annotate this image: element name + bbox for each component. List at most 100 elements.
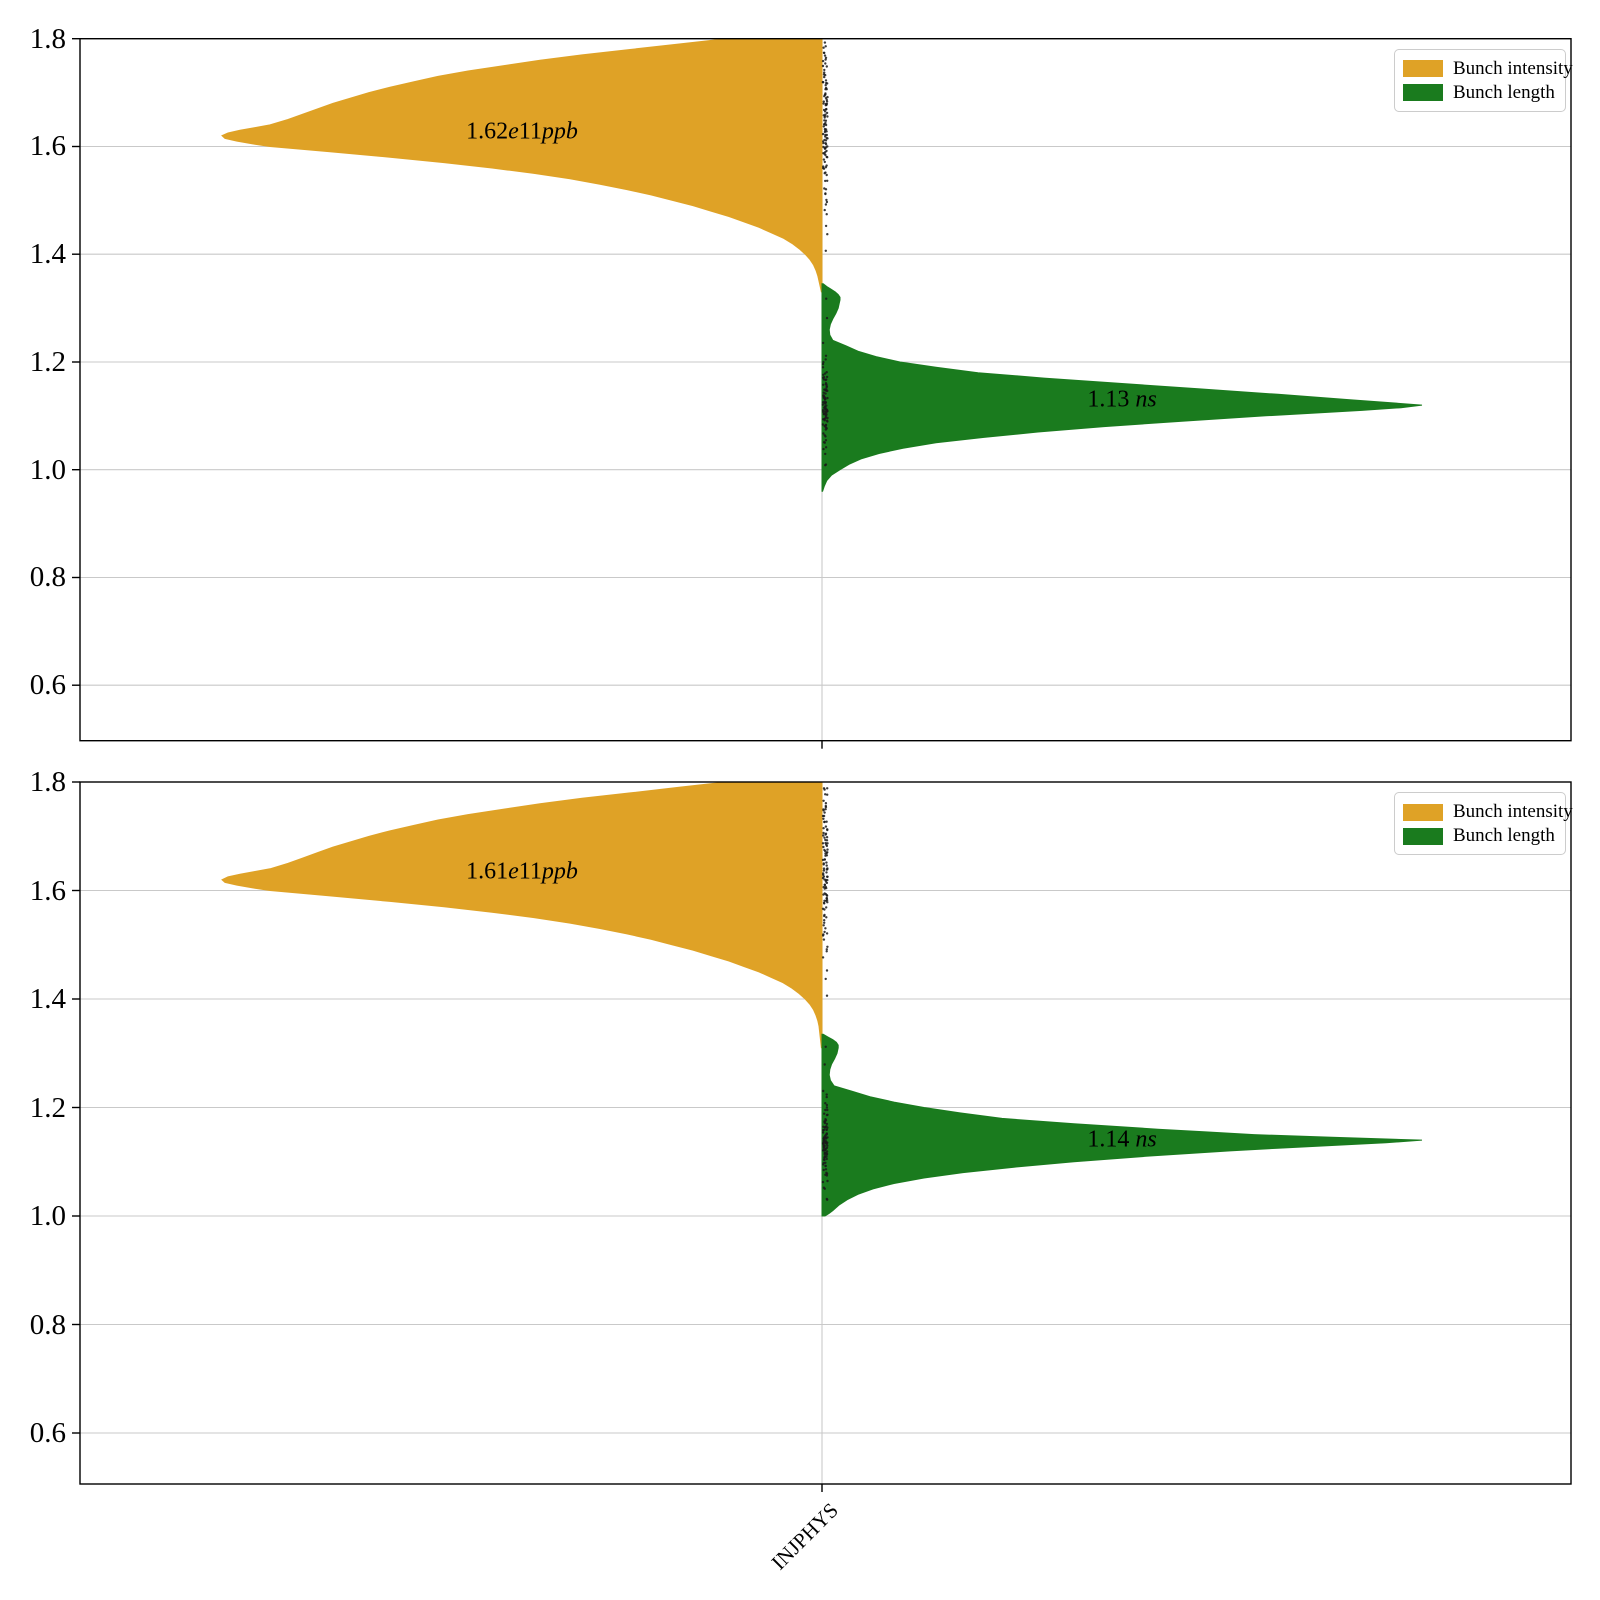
legend-item-bunch-length: Bunch length [1403,81,1557,105]
data-point [825,200,829,204]
data-point [824,108,828,111]
data-point [822,1149,826,1152]
data-point [824,802,828,805]
data-point [825,98,828,102]
data-point [822,373,825,376]
data-point [822,869,826,872]
annotation-bunch-length-bottom: 1.14 ns [1087,1127,1156,1154]
data-point [825,1106,829,1109]
data-point [822,410,825,414]
data-point [824,1126,827,1129]
data-point [824,354,828,357]
data-point [826,115,829,118]
data-point [823,1112,826,1115]
data-point [825,932,829,935]
y-tick-label: 1.2 [29,345,66,378]
annotation-text: 1.61 [466,858,509,885]
data-point [823,434,826,437]
data-point [823,160,826,164]
annotation-text: 11 [518,118,542,145]
data-point [825,1122,829,1126]
data-point [823,883,826,887]
annotation-bunch-intensity-top: 1.62e11ppb [466,118,578,145]
data-point [822,1128,826,1132]
data-point [824,45,827,48]
data-point [822,108,826,112]
data-point [822,873,825,876]
data-point [826,1126,829,1129]
data-point [825,861,828,864]
y-tick-label: 1.8 [29,766,66,798]
data-point [826,793,829,796]
data-point [821,341,825,345]
data-point [824,62,827,65]
violin-bunch-intensity [221,38,823,293]
data-point [823,71,826,74]
data-point [825,906,828,909]
data-point [826,945,829,948]
data-point [822,827,825,830]
data-point [824,93,827,96]
annotation-text: ppb [541,118,578,145]
data-point [825,836,829,839]
data-point [825,1150,829,1153]
data-point [825,1095,828,1099]
data-point [824,123,828,127]
data-point [825,130,828,133]
annotation-text: e [508,858,519,885]
legend-top: Bunch intensity Bunch length [1394,48,1573,112]
data-point [826,1198,829,1201]
violin-bunch-length [821,1033,1423,1217]
data-point [824,192,827,195]
data-point [822,100,825,103]
data-point [824,249,827,252]
data-point [824,832,828,835]
data-point [822,1147,826,1150]
data-point [823,1156,826,1159]
data-point [822,432,825,435]
data-point [821,80,825,84]
data-point [822,1168,825,1172]
data-point [825,383,828,386]
data-point [825,916,828,919]
data-point [825,1155,828,1158]
data-point [821,403,824,406]
legend-swatch-intensity-icon [1403,60,1443,78]
annotation-text: ns [1135,386,1157,413]
data-point [824,825,828,828]
data-point [822,834,825,837]
data-point [823,54,827,57]
legend-label-bunch-length: Bunch length [1453,81,1555,103]
data-point [824,1108,827,1112]
data-point [825,950,828,953]
data-point [824,805,828,809]
data-point [823,388,826,391]
data-point [825,994,829,997]
data-point [824,88,827,91]
legend-item-bunch-intensity: Bunch intensity [1403,57,1573,81]
data-point [824,84,827,87]
data-point [824,1161,827,1165]
data-point [825,385,829,388]
annotation-text: ppb [541,858,578,885]
legend-item-bunch-intensity: Bunch intensity [1403,800,1573,824]
data-point [825,173,828,177]
data-point [825,871,828,874]
data-point [824,439,828,442]
data-point [823,1153,826,1156]
data-point [823,858,826,861]
data-point [825,136,828,140]
data-point [824,1164,827,1168]
data-point [824,977,827,981]
annotation-text: 1.14 [1087,1126,1136,1153]
data-point [822,924,825,927]
data-point [826,842,829,845]
data-point [826,828,829,831]
data-point [824,73,827,77]
data-point [824,446,828,449]
data-point [824,927,827,930]
data-point [821,1131,825,1134]
data-point [824,452,827,456]
